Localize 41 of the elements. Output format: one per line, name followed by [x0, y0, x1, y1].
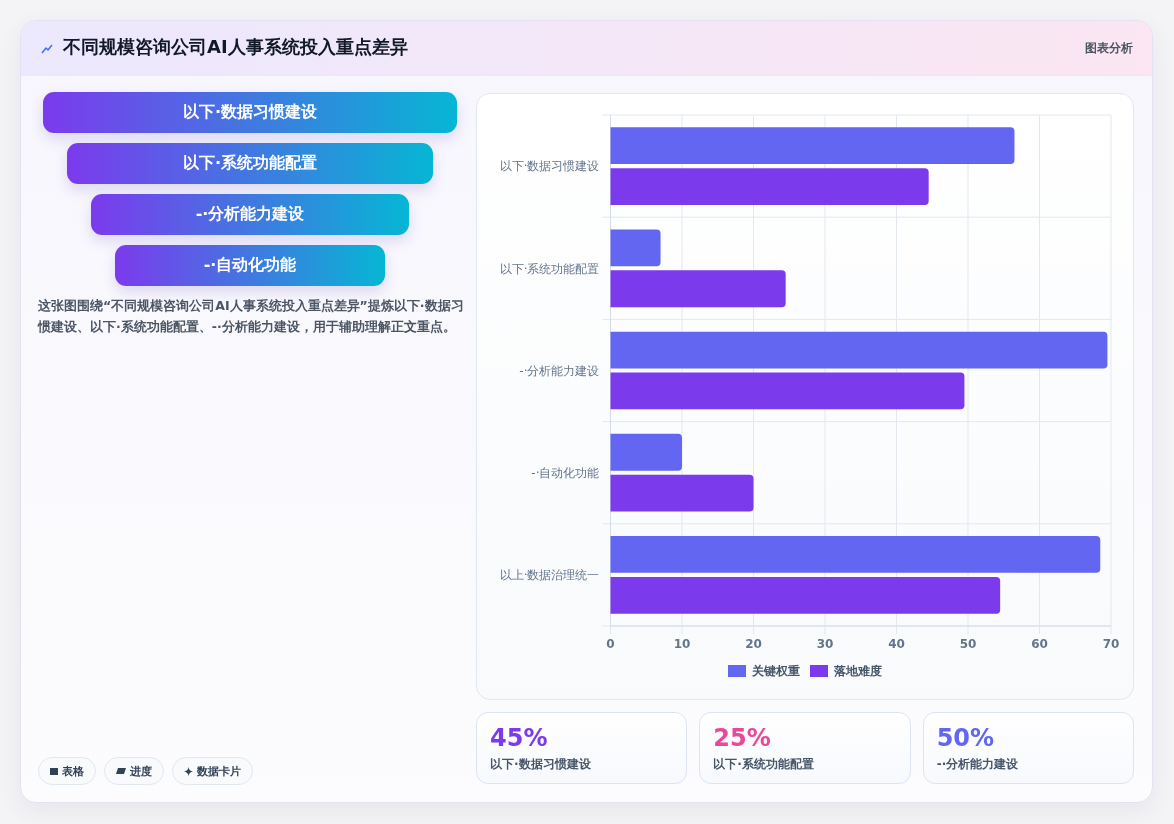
- x-tick-label: 10: [673, 637, 691, 652]
- legend-label: 关键权重: [751, 664, 800, 679]
- y-tick-label: 以下·数据习惯建设: [499, 159, 600, 174]
- x-tick-label: 20: [745, 637, 762, 652]
- pill-button: 表格: [38, 757, 96, 785]
- bar: [610, 331, 1108, 369]
- y-tick-label: -·分析能力建设: [519, 363, 600, 378]
- bar: [610, 576, 1001, 614]
- text: 25%: [713, 724, 771, 752]
- category-label: 以下·数据习惯建设: [182, 102, 318, 123]
- text: 45%: [490, 724, 548, 752]
- text: 不同规模咨询公司AI人事系统投入重点差异: [63, 36, 408, 57]
- bar: [610, 536, 1101, 573]
- bar: [610, 168, 929, 205]
- pill-button: 进度: [104, 757, 164, 785]
- bar: [610, 127, 1015, 165]
- category-label: 以下·数据习惯建设: [490, 757, 591, 771]
- bar: [610, 474, 754, 512]
- text: 50%: [936, 724, 995, 752]
- x-tick-label: 40: [888, 637, 905, 652]
- text: 图表分析: [1085, 41, 1133, 55]
- x-tick-label: 30: [816, 637, 834, 652]
- text: 这张图围绕“不同规模咨询公司AI人事系统投入重点差异”提炼以下·数据习惯建设、以下·系统功能配置、-·分析能力建设，用于辅助理解正文重点。: [38, 298, 464, 334]
- pill-button: 数据卡片: [172, 757, 253, 785]
- bar: [610, 270, 786, 308]
- x-tick-label: 50: [959, 637, 977, 652]
- category-label: 以下·系统功能配置: [713, 757, 814, 771]
- category-label: -·自动化功能: [203, 255, 297, 276]
- y-tick-label: 以上·数据治理统一: [499, 568, 600, 583]
- category-label: -·分析能力建设: [936, 757, 1019, 771]
- bar: [610, 229, 661, 267]
- category-label: -·分析能力建设: [195, 204, 305, 225]
- y-tick-label: -·自动化功能: [531, 465, 600, 480]
- category-label: 以下·系统功能配置: [182, 153, 318, 174]
- legend-label: 落地难度: [833, 664, 882, 679]
- bar: [610, 372, 965, 410]
- x-tick-label: 70: [1102, 637, 1120, 652]
- bar: [610, 433, 682, 471]
- y-tick-label: 以下·系统功能配置: [499, 261, 600, 276]
- x-tick-label: 0: [606, 637, 615, 652]
- x-tick-label: 60: [1031, 637, 1048, 652]
